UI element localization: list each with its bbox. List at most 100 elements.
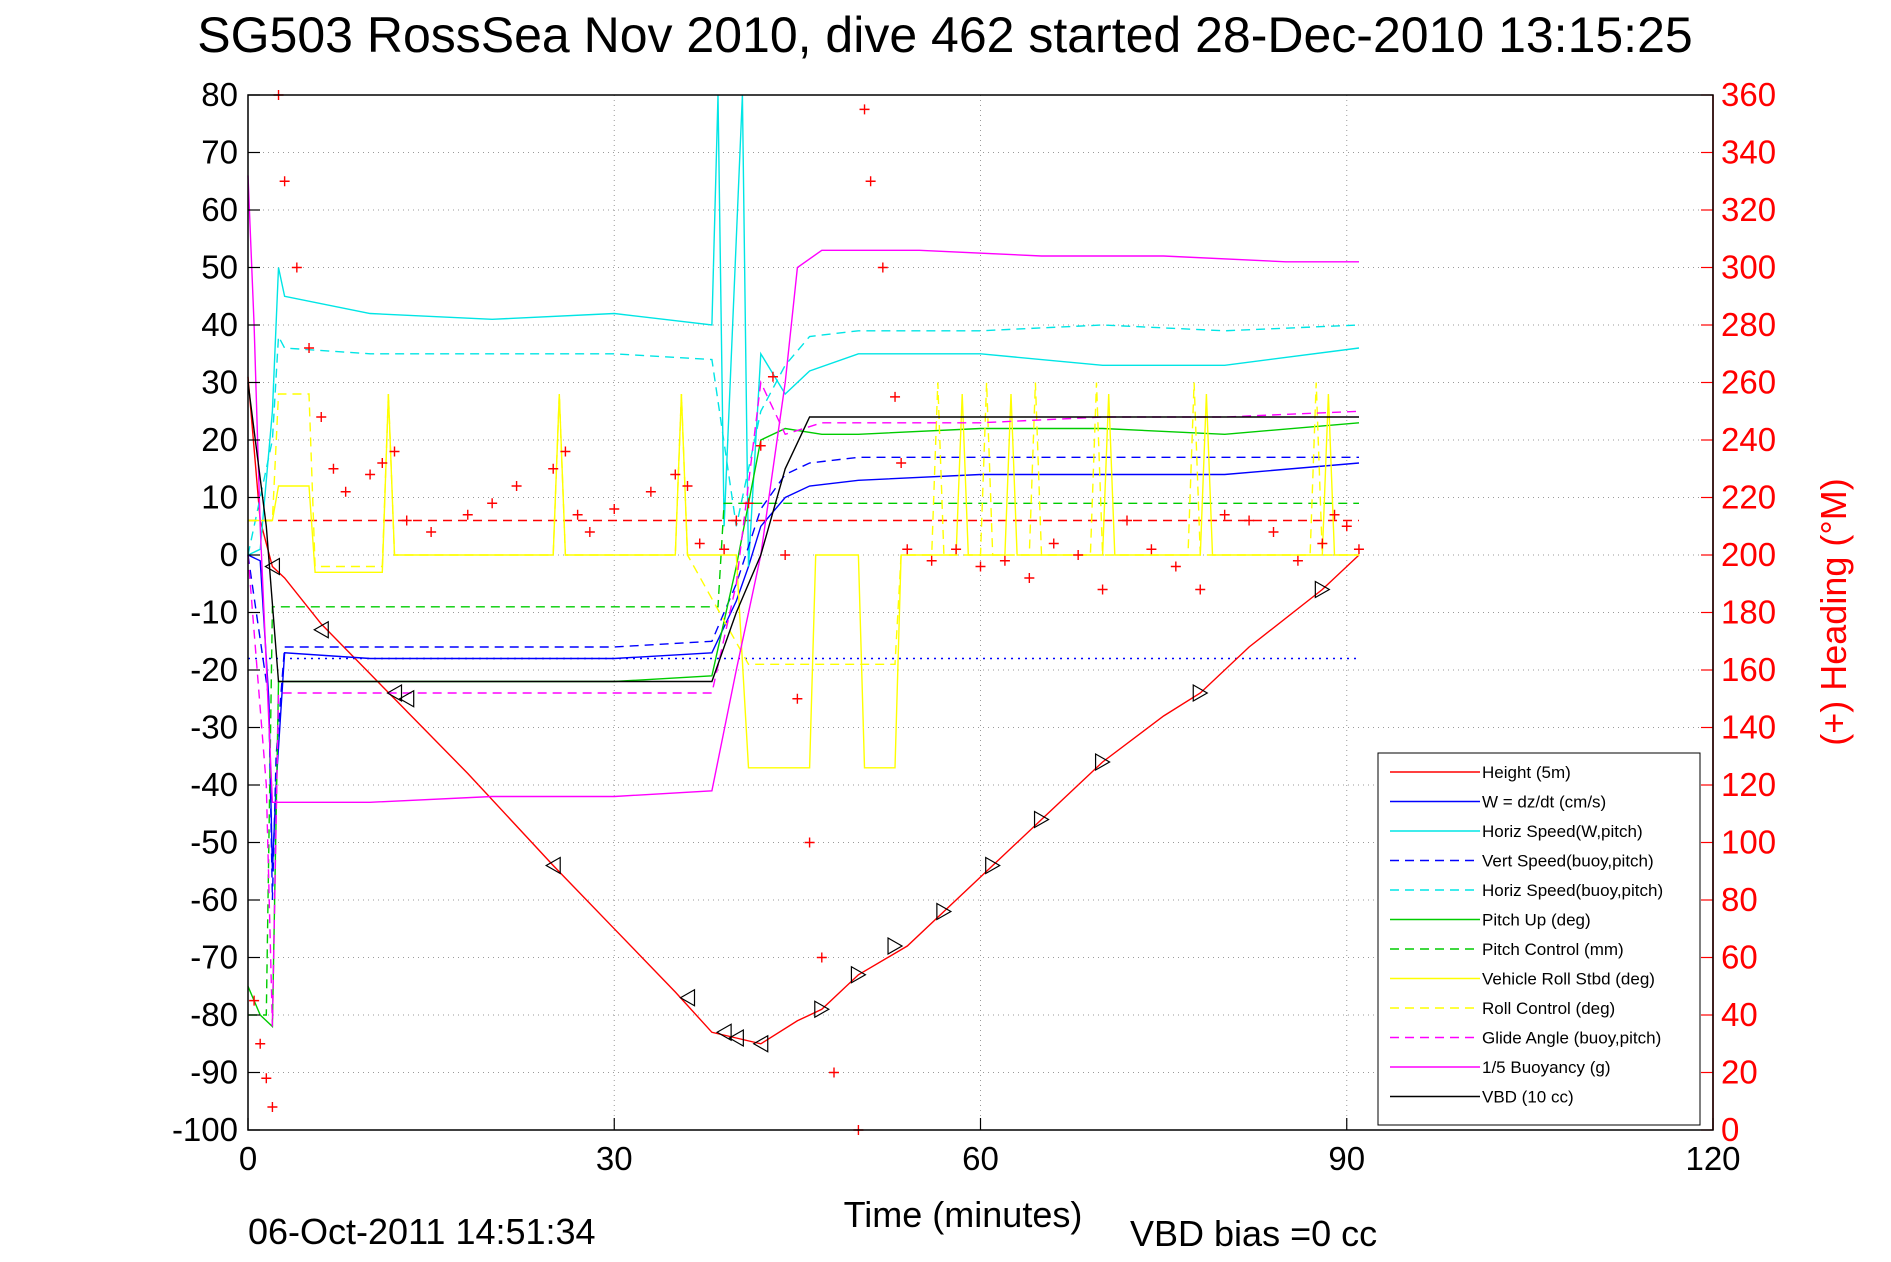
depth-marker: [715, 1023, 732, 1042]
depth-marker: [1192, 683, 1209, 703]
heading-points: [249, 90, 1364, 1135]
y2-tick-label: 280: [1721, 306, 1776, 343]
depth-marker: [386, 683, 403, 703]
heading-point: [1097, 584, 1108, 595]
y-tick-label: -100: [172, 1111, 238, 1148]
heading-point: [609, 504, 620, 514]
series-line-2: [247, 462, 1360, 872]
y-tick-label: 0: [220, 536, 238, 573]
y-tick-label: -90: [190, 1054, 238, 1091]
y-tick-label: -40: [190, 766, 238, 803]
legend-label: Vehicle Roll Stbd (deg): [1482, 970, 1655, 989]
legend-label: Horiz Speed(buoy,pitch): [1482, 881, 1663, 900]
heading-point: [560, 446, 571, 457]
y2-tick-label: 80: [1721, 881, 1758, 918]
y-tick-label: -20: [190, 651, 238, 688]
legend-label: Horiz Speed(W,pitch): [1482, 822, 1643, 841]
y2-tick-label: 160: [1721, 651, 1776, 688]
heading-point: [975, 561, 986, 572]
heading-point: [511, 481, 522, 491]
depth-marker: [985, 856, 1001, 875]
heading-point: [584, 527, 595, 537]
heading-point: [548, 463, 559, 474]
chart-title: SG503 RossSea Nov 2010, dive 462 started…: [197, 7, 1692, 63]
depth-marker: [1033, 810, 1050, 829]
legend-label: Vert Speed(buoy,pitch): [1482, 852, 1654, 871]
y2-tick-label: 120: [1721, 766, 1776, 803]
heading-point: [1048, 538, 1059, 549]
y2-tick-label: 220: [1721, 479, 1776, 516]
heading-point: [719, 544, 730, 555]
x-tick-label: 60: [962, 1140, 999, 1177]
series-line-10: [247, 380, 1360, 1027]
depth-marker: [850, 965, 867, 984]
y-tick-label: -80: [190, 996, 238, 1033]
y2-tick-label: 0: [1721, 1111, 1739, 1148]
depth-marker: [679, 988, 696, 1007]
heading-point: [304, 343, 315, 353]
series-line-3: [247, 94, 1360, 567]
heading-point: [780, 550, 791, 560]
heading-point: [1317, 538, 1328, 549]
heading-point: [426, 527, 437, 537]
depth-marker: [1314, 580, 1331, 599]
heading-point: [694, 538, 705, 549]
y-tick-label: -60: [190, 881, 238, 918]
y-tick-label: -10: [190, 594, 238, 631]
y-tick-label: 50: [201, 249, 238, 286]
heading-point: [890, 391, 901, 402]
x-tick-label: 120: [1685, 1140, 1740, 1177]
series-line-9: [248, 382, 1359, 665]
depth-marker: [936, 902, 953, 921]
heading-point: [902, 544, 913, 555]
y2-tick-label: 200: [1721, 536, 1776, 573]
depth-marker: [544, 856, 561, 875]
depth-marker: [1094, 752, 1111, 772]
legend-label: Pitch Control (mm): [1482, 940, 1624, 959]
x-tick-label: 90: [1328, 1140, 1365, 1177]
heading-point: [279, 176, 290, 187]
legend-label: W = dz/dt (cm/s): [1482, 793, 1606, 812]
heading-point: [365, 469, 376, 480]
heading-point: [859, 104, 870, 115]
y-tick-label: -50: [190, 824, 238, 861]
x-tick-label: 0: [239, 1140, 257, 1177]
heading-point: [926, 555, 937, 566]
heading-point: [999, 555, 1010, 566]
heading-point: [340, 486, 351, 497]
y2-tick-label: 140: [1721, 709, 1776, 746]
legend-label: Roll Control (deg): [1482, 999, 1615, 1018]
heading-point: [1146, 544, 1157, 555]
heading-point: [792, 693, 803, 704]
y-tick-label: 20: [201, 421, 238, 458]
heading-point: [249, 995, 260, 1006]
y2-tick-label: 40: [1721, 996, 1758, 1033]
heading-point: [682, 481, 693, 491]
heading-point: [267, 1102, 278, 1112]
heading-point: [1244, 515, 1255, 526]
heading-point: [487, 498, 498, 509]
footer-date: 06-Oct-2011 14:51:34: [248, 1211, 596, 1252]
legend: Height (5m) W = dz/dt (cm/s) Horiz Speed(W…: [1377, 752, 1701, 1126]
y2-tick-label: 300: [1721, 249, 1776, 286]
heading-point: [261, 1073, 272, 1084]
series-line-4: [247, 456, 1359, 901]
heading-point: [255, 1038, 266, 1049]
heading-point: [670, 469, 681, 480]
y-tick-label: 40: [201, 306, 238, 343]
depth-marker: [814, 1000, 831, 1019]
heading-point: [1292, 555, 1303, 566]
heading-point: [1170, 561, 1181, 572]
right-y-axis-label: (+) Heading (°M): [1813, 478, 1854, 745]
legend-label: VBD (10 cc): [1482, 1088, 1574, 1107]
series-line-11: [247, 175, 1359, 803]
depth-marker: [398, 689, 415, 708]
y-tick-label: 80: [201, 76, 238, 113]
y-tick-label: 30: [201, 364, 238, 401]
heading-point: [377, 458, 388, 468]
heading-point: [1024, 573, 1035, 583]
y-tick-label: 60: [201, 191, 238, 228]
left-y-axis: 80 70 60 50 40 30 20 10 0 -10 -20 -30 -40 -50 -60 -70 -8…: [172, 76, 260, 1148]
heading-point: [755, 440, 766, 451]
